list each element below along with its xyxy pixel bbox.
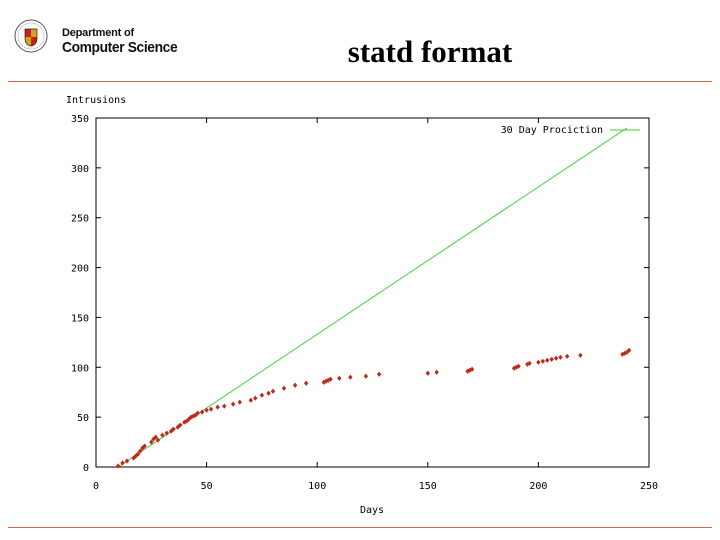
data-point [160,432,165,438]
data-point [138,448,143,454]
data-point [149,439,154,445]
data-point [131,455,136,461]
data-point [516,363,521,369]
data-point [578,352,583,358]
data-point [204,407,209,413]
observed-points [115,347,632,469]
data-point [175,424,181,430]
x-axis-ticks: 0 50 100 150 200 250 [93,118,658,492]
data-point [140,445,145,451]
data-point [153,434,158,440]
data-point [230,401,236,407]
data-point [564,353,570,359]
data-point [266,390,271,396]
data-point [215,404,220,410]
x-tick-label: 0 [93,481,99,492]
x-tick-label: 100 [308,481,326,492]
data-point [142,443,147,449]
y-axis-label: Intrusions [66,95,126,106]
data-point [195,410,200,416]
data-point [525,361,530,367]
data-point [237,399,242,405]
y-axis-ticks: 0 50 100 150 200 250 300 350 [71,114,649,474]
y-tick-label: 200 [71,264,89,275]
data-point [553,355,559,361]
legend-label: 30 Day Prociction [501,125,603,136]
department-line-1: Department of [62,27,134,39]
data-point [281,385,287,391]
data-point [337,375,342,381]
y-tick-label: 0 [83,463,89,474]
data-point [303,380,309,386]
data-point [270,388,276,394]
data-point [182,419,187,425]
data-point [328,376,333,382]
data-point [222,403,227,409]
data-point [171,426,176,432]
data-point [545,357,550,363]
data-point [184,418,189,424]
department-logotype: Department of Computer Science [62,27,187,56]
data-point [188,414,194,420]
data-point [622,350,627,356]
data-point [259,392,265,398]
data-point [469,366,475,372]
data-point [155,437,161,443]
x-tick-label: 150 [419,481,437,492]
data-point [248,397,254,403]
data-point [620,351,625,357]
footer-rule [8,527,712,528]
x-tick-label: 200 [529,481,547,492]
header-rule [8,81,712,82]
data-point [536,359,541,365]
y-tick-label: 300 [71,164,89,175]
data-point [540,358,546,364]
data-point [199,409,205,415]
data-point [558,354,563,360]
x-axis-label: Days [360,505,384,516]
data-point [549,356,554,362]
plot-frame [95,117,650,468]
x-tick-label: 250 [640,481,658,492]
data-point [527,360,532,366]
data-point [164,430,169,436]
data-point [135,451,141,457]
y-tick-label: 350 [71,114,89,125]
data-point [115,463,121,469]
y-tick-label: 250 [71,214,89,225]
data-point [292,382,298,388]
data-point [434,369,439,375]
data-point [177,422,183,428]
data-point [120,460,125,466]
university-seal-icon [14,19,48,53]
y-tick-label: 100 [71,363,89,374]
y-tick-label: 150 [71,313,89,324]
data-point [124,458,130,464]
data-point [376,371,382,377]
data-point [425,370,430,376]
data-point [348,374,353,380]
data-point [363,373,369,379]
data-point [253,395,258,401]
data-point [208,406,214,412]
x-tick-label: 50 [201,481,213,492]
y-tick-label: 50 [77,413,89,424]
data-point [511,365,517,371]
slide-title: statd format [347,34,513,69]
data-point [626,347,632,353]
data-point [191,413,196,419]
department-line-2: Computer Science [62,39,178,56]
